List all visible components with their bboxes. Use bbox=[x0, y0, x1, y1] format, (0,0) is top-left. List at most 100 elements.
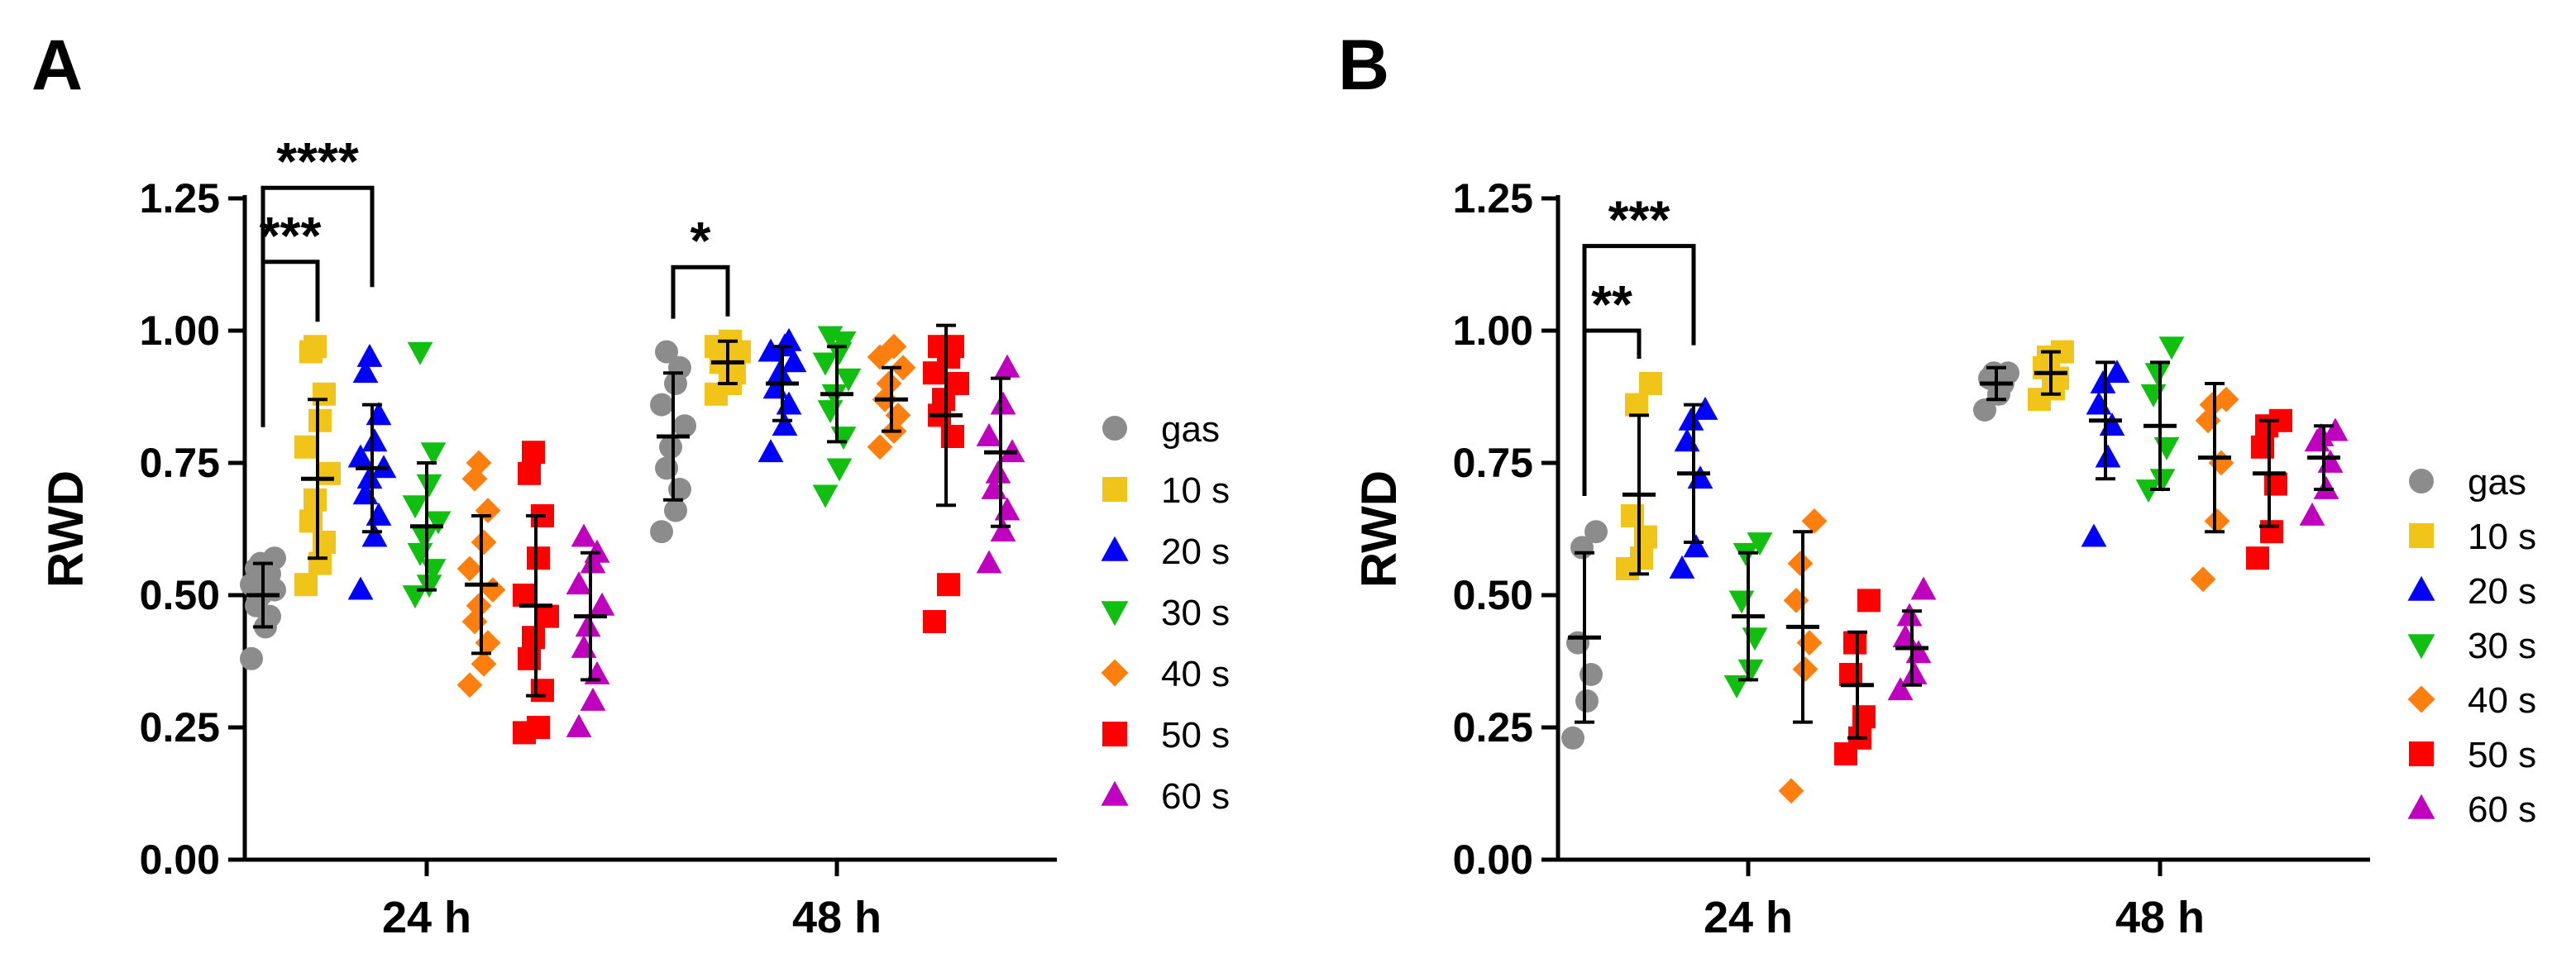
data-point bbox=[1732, 542, 1759, 566]
legend-marker bbox=[1102, 477, 1127, 502]
data-point bbox=[2149, 469, 2176, 493]
legend-label: 40 s bbox=[2468, 680, 2536, 721]
data-point bbox=[990, 518, 1016, 542]
data-point bbox=[1901, 660, 1928, 684]
series-24h-50s bbox=[1834, 589, 1881, 765]
legend-label: 30 s bbox=[1161, 593, 1230, 633]
legend-marker bbox=[2407, 634, 2435, 660]
data-point bbox=[772, 412, 798, 436]
series-48h-20s bbox=[2081, 360, 2130, 547]
data-point bbox=[650, 393, 673, 417]
data-point bbox=[2213, 386, 2239, 412]
data-point bbox=[2204, 508, 2230, 534]
data-point bbox=[513, 584, 536, 607]
data-point bbox=[456, 672, 483, 698]
data-point bbox=[571, 634, 597, 658]
series-48h-60s bbox=[976, 354, 1025, 574]
legend-entry: 10 s bbox=[2409, 517, 2536, 557]
data-point bbox=[1728, 590, 1755, 614]
data-point bbox=[294, 435, 318, 459]
data-point bbox=[1630, 546, 1653, 570]
data-point bbox=[2322, 417, 2349, 441]
data-point bbox=[522, 626, 545, 650]
legend-entry: 40 s bbox=[2407, 680, 2536, 721]
series-48h-40s bbox=[2190, 382, 2239, 593]
legend-label: 10 s bbox=[2468, 517, 2536, 557]
legend-label: 60 s bbox=[1161, 776, 1230, 817]
data-point bbox=[575, 613, 601, 637]
data-point bbox=[867, 434, 893, 460]
legend-marker bbox=[2409, 469, 2434, 493]
data-point bbox=[2135, 479, 2162, 503]
data-point bbox=[817, 326, 844, 350]
data-point bbox=[356, 343, 383, 367]
x-tick-label: 48 h bbox=[792, 893, 882, 942]
data-point bbox=[471, 651, 497, 677]
data-point bbox=[2158, 336, 2185, 360]
legend-entry: 50 s bbox=[1102, 715, 1230, 756]
data-point bbox=[1796, 630, 1823, 656]
legend-label: gas bbox=[2468, 462, 2526, 503]
y-tick-label: 0.25 bbox=[1453, 704, 1533, 751]
x-tick-label: 24 h bbox=[1704, 893, 1793, 942]
data-point bbox=[1742, 627, 1768, 651]
data-point bbox=[2104, 360, 2130, 384]
data-point bbox=[1669, 555, 1695, 579]
data-point bbox=[881, 333, 907, 360]
data-point bbox=[2140, 384, 2167, 408]
data-point bbox=[1687, 465, 1713, 489]
data-point bbox=[366, 502, 392, 526]
data-point bbox=[994, 497, 1020, 521]
legend-marker bbox=[2409, 741, 2434, 766]
data-point bbox=[347, 444, 374, 468]
data-point bbox=[1747, 532, 1773, 556]
legend-marker bbox=[1101, 536, 1129, 561]
data-point bbox=[308, 551, 332, 575]
data-point bbox=[946, 372, 969, 395]
data-point bbox=[1737, 659, 1764, 683]
data-point bbox=[655, 340, 678, 364]
data-point bbox=[2317, 449, 2344, 473]
series-24h-40s bbox=[1778, 508, 1828, 804]
data-point bbox=[1996, 361, 2019, 385]
legend-label: 20 s bbox=[1161, 532, 1230, 572]
legend-entry: 20 s bbox=[2407, 571, 2536, 612]
series-48h-10s bbox=[2028, 340, 2074, 412]
data-point bbox=[589, 592, 615, 616]
data-point bbox=[2153, 436, 2180, 460]
legend-entry: 10 s bbox=[1102, 470, 1230, 511]
data-point bbox=[2095, 444, 2121, 468]
data-point bbox=[1910, 576, 1937, 600]
significance-stars: *** bbox=[260, 206, 322, 265]
data-point bbox=[890, 355, 916, 381]
significance-stars: ** bbox=[1591, 274, 1632, 334]
data-point bbox=[1973, 398, 1996, 422]
y-tick-label: 0.50 bbox=[1453, 572, 1533, 618]
data-point bbox=[1892, 624, 1919, 648]
legend-label: 50 s bbox=[2468, 735, 2536, 775]
data-point bbox=[826, 458, 853, 482]
y-tick-label: 1.00 bbox=[140, 307, 220, 354]
data-point bbox=[571, 523, 597, 547]
data-point bbox=[566, 713, 592, 737]
data-point bbox=[522, 441, 545, 465]
data-point bbox=[758, 439, 784, 463]
data-point bbox=[650, 520, 673, 544]
y-tick-label: 0.00 bbox=[1453, 837, 1533, 883]
data-point bbox=[2208, 450, 2234, 476]
legend-label: 10 s bbox=[1161, 470, 1230, 511]
significance-bracket bbox=[1582, 244, 1696, 412]
data-point bbox=[2260, 520, 2283, 544]
y-tick-label: 0.50 bbox=[140, 572, 220, 618]
legend-entry: gas bbox=[2409, 462, 2526, 503]
data-point bbox=[475, 630, 501, 656]
legend-label: gas bbox=[1161, 409, 1220, 450]
data-point bbox=[2081, 523, 2107, 547]
data-point bbox=[876, 370, 902, 397]
data-point bbox=[781, 349, 807, 373]
legend-entry: 60 s bbox=[2407, 789, 2536, 830]
series-48h-gas bbox=[1973, 361, 2019, 422]
